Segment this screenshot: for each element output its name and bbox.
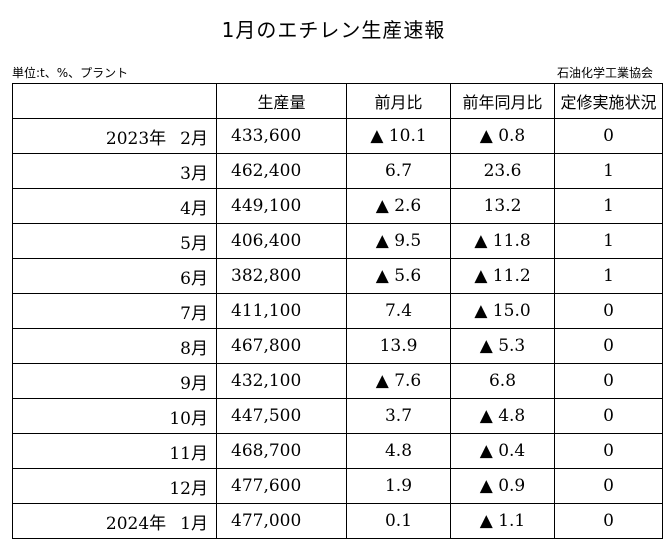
production-cell: 432,100 (216, 363, 347, 399)
month-label: 8月 (180, 338, 208, 359)
month-label: 12月 (169, 478, 208, 499)
yoy-cell: ▲ 0.8 (450, 118, 555, 154)
production-cell: 447,500 (216, 398, 347, 434)
mom-cell: ▲ 5.6 (346, 258, 451, 294)
production-cell: 449,100 (216, 188, 347, 224)
period-cell: 8月 (12, 328, 217, 364)
period-cell: 5月 (12, 223, 217, 259)
table-row: 4月 449,100 ▲ 2.6 13.2 1 (12, 188, 663, 224)
production-cell: 406,400 (216, 223, 347, 259)
mom-cell: ▲ 10.1 (346, 118, 451, 154)
table-header-row: 生産量 前月比 前年同月比 定修実施状況 (12, 83, 663, 119)
maintenance-cell: 0 (554, 118, 663, 154)
header-mom: 前月比 (346, 83, 451, 119)
period-cell: 9月 (12, 363, 217, 399)
period-cell: 6月 (12, 258, 217, 294)
mom-cell: ▲ 7.6 (346, 363, 451, 399)
maintenance-cell: 0 (554, 363, 663, 399)
header-period (12, 83, 217, 119)
period-cell: 11月 (12, 433, 217, 469)
yoy-cell: ▲ 15.0 (450, 293, 555, 329)
yoy-cell: ▲ 11.2 (450, 258, 555, 294)
maintenance-cell: 0 (554, 503, 663, 539)
unit-note: 単位:t、%、プラント (12, 66, 129, 80)
table-body: 2023年 2月 433,600 ▲ 10.1 ▲ 0.8 0 3月 462,40… (12, 118, 663, 539)
production-cell: 468,700 (216, 433, 347, 469)
production-cell: 411,100 (216, 293, 347, 329)
maintenance-cell: 1 (554, 188, 663, 224)
production-cell: 382,800 (216, 258, 347, 294)
header-production: 生産量 (216, 83, 347, 119)
month-label: 7月 (180, 303, 208, 324)
maintenance-cell: 1 (554, 258, 663, 294)
production-cell: 467,800 (216, 328, 347, 364)
mom-cell: 7.4 (346, 293, 451, 329)
mom-cell: 6.7 (346, 153, 451, 189)
maintenance-cell: 0 (554, 433, 663, 469)
mom-cell: 0.1 (346, 503, 451, 539)
production-cell: 462,400 (216, 153, 347, 189)
year-label: 2023年 (105, 128, 167, 149)
table-row: 2023年 2月 433,600 ▲ 10.1 ▲ 0.8 0 (12, 118, 663, 154)
table-row: 3月 462,400 6.7 23.6 1 (12, 153, 663, 189)
month-label: 11月 (169, 443, 208, 464)
maintenance-cell: 1 (554, 223, 663, 259)
yoy-cell: 23.6 (450, 153, 555, 189)
mom-cell: 1.9 (346, 468, 451, 504)
header-maintenance: 定修実施状況 (554, 83, 663, 119)
period-cell: 12月 (12, 468, 217, 504)
month-label: 1月 (180, 513, 208, 534)
table-row: 9月 432,100 ▲ 7.6 6.8 0 (12, 363, 663, 399)
source-note: 石油化学工業協会 (556, 66, 653, 80)
month-label: 2月 (180, 128, 208, 149)
mom-cell: ▲ 9.5 (346, 223, 451, 259)
period-cell: 2024年 1月 (12, 503, 217, 539)
table-row: 7月 411,100 7.4 ▲ 15.0 0 (12, 293, 663, 329)
maintenance-cell: 0 (554, 328, 663, 364)
mom-cell: 13.9 (346, 328, 451, 364)
period-cell: 3月 (12, 153, 217, 189)
yoy-cell: ▲ 4.8 (450, 398, 555, 434)
production-table: 生産量 前月比 前年同月比 定修実施状況 2023年 2月 433,600 ▲ 1… (12, 83, 663, 539)
page-title: 1月のエチレン生産速報 (221, 18, 446, 42)
year-label: 2024年 (105, 513, 167, 534)
yoy-cell: 13.2 (450, 188, 555, 224)
maintenance-cell: 0 (554, 468, 663, 504)
table-row: 2024年 1月 477,000 0.1 ▲ 1.1 0 (12, 503, 663, 539)
maintenance-cell: 0 (554, 398, 663, 434)
header-yoy: 前年同月比 (450, 83, 555, 119)
table-row: 8月 467,800 13.9 ▲ 5.3 0 (12, 328, 663, 364)
mom-cell: ▲ 2.6 (346, 188, 451, 224)
yoy-cell: ▲ 0.4 (450, 433, 555, 469)
maintenance-cell: 1 (554, 153, 663, 189)
yoy-cell: ▲ 0.9 (450, 468, 555, 504)
period-cell: 4月 (12, 188, 217, 224)
period-cell: 2023年 2月 (12, 118, 217, 154)
table-row: 11月 468,700 4.8 ▲ 0.4 0 (12, 433, 663, 469)
yoy-cell: ▲ 1.1 (450, 503, 555, 539)
table-row: 5月 406,400 ▲ 9.5 ▲ 11.8 1 (12, 223, 663, 259)
month-label: 5月 (180, 233, 208, 254)
table-row: 10月 447,500 3.7 ▲ 4.8 0 (12, 398, 663, 434)
month-label: 6月 (180, 268, 208, 289)
production-cell: 477,600 (216, 468, 347, 504)
maintenance-cell: 0 (554, 293, 663, 329)
production-cell: 477,000 (216, 503, 347, 539)
month-label: 9月 (180, 373, 208, 394)
table-row: 6月 382,800 ▲ 5.6 ▲ 11.2 1 (12, 258, 663, 294)
mom-cell: 3.7 (346, 398, 451, 434)
month-label: 10月 (169, 408, 208, 429)
period-cell: 7月 (12, 293, 217, 329)
production-cell: 433,600 (216, 118, 347, 154)
yoy-cell: 6.8 (450, 363, 555, 399)
mom-cell: 4.8 (346, 433, 451, 469)
table-row: 12月 477,600 1.9 ▲ 0.9 0 (12, 468, 663, 504)
month-label: 3月 (180, 163, 208, 184)
month-label: 4月 (180, 198, 208, 219)
period-cell: 10月 (12, 398, 217, 434)
yoy-cell: ▲ 5.3 (450, 328, 555, 364)
yoy-cell: ▲ 11.8 (450, 223, 555, 259)
